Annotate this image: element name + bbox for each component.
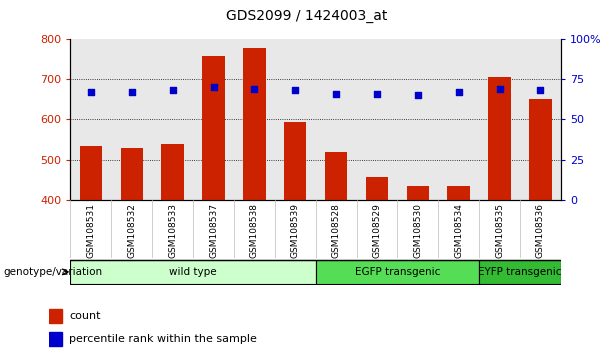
Bar — [49, 332, 62, 346]
Text: percentile rank within the sample: percentile rank within the sample — [69, 334, 257, 344]
Point — [372, 91, 382, 97]
Text: GSM108538: GSM108538 — [250, 203, 259, 258]
Point — [331, 91, 341, 97]
Point — [168, 88, 178, 93]
Point — [249, 86, 259, 92]
Text: GSM108528: GSM108528 — [332, 203, 341, 258]
Text: count: count — [69, 311, 101, 321]
Text: wild type: wild type — [169, 267, 217, 277]
Bar — [161, 144, 184, 200]
Bar — [49, 309, 62, 323]
Bar — [529, 98, 552, 200]
Point — [536, 88, 546, 93]
Text: GSM108531: GSM108531 — [86, 203, 96, 258]
Point — [86, 89, 96, 95]
Text: EGFP transgenic: EGFP transgenic — [355, 267, 440, 277]
Text: GSM108529: GSM108529 — [373, 203, 381, 258]
Bar — [80, 145, 102, 200]
Bar — [202, 56, 225, 200]
Point — [127, 89, 137, 95]
Text: GSM108535: GSM108535 — [495, 203, 504, 258]
Point — [495, 86, 504, 92]
Text: GSM108530: GSM108530 — [413, 203, 422, 258]
Text: EYFP transgenic: EYFP transgenic — [478, 267, 562, 277]
Text: genotype/variation: genotype/variation — [3, 267, 102, 277]
Text: GSM108532: GSM108532 — [128, 203, 136, 258]
Point — [291, 88, 300, 93]
Text: GDS2099 / 1424003_at: GDS2099 / 1424003_at — [226, 9, 387, 23]
Bar — [121, 148, 143, 200]
FancyBboxPatch shape — [316, 260, 479, 284]
Text: GSM108533: GSM108533 — [168, 203, 177, 258]
Bar — [447, 186, 470, 200]
FancyBboxPatch shape — [70, 260, 316, 284]
Bar — [366, 177, 388, 200]
Bar — [284, 122, 306, 200]
Point — [208, 85, 218, 90]
Point — [454, 89, 463, 95]
FancyBboxPatch shape — [479, 260, 561, 284]
Text: GSM108537: GSM108537 — [209, 203, 218, 258]
Text: GSM108539: GSM108539 — [291, 203, 300, 258]
Point — [413, 92, 423, 98]
Bar — [489, 77, 511, 200]
Text: GSM108534: GSM108534 — [454, 203, 463, 258]
Bar — [406, 186, 429, 200]
Bar — [243, 48, 265, 200]
Text: GSM108536: GSM108536 — [536, 203, 545, 258]
Bar — [325, 152, 348, 200]
